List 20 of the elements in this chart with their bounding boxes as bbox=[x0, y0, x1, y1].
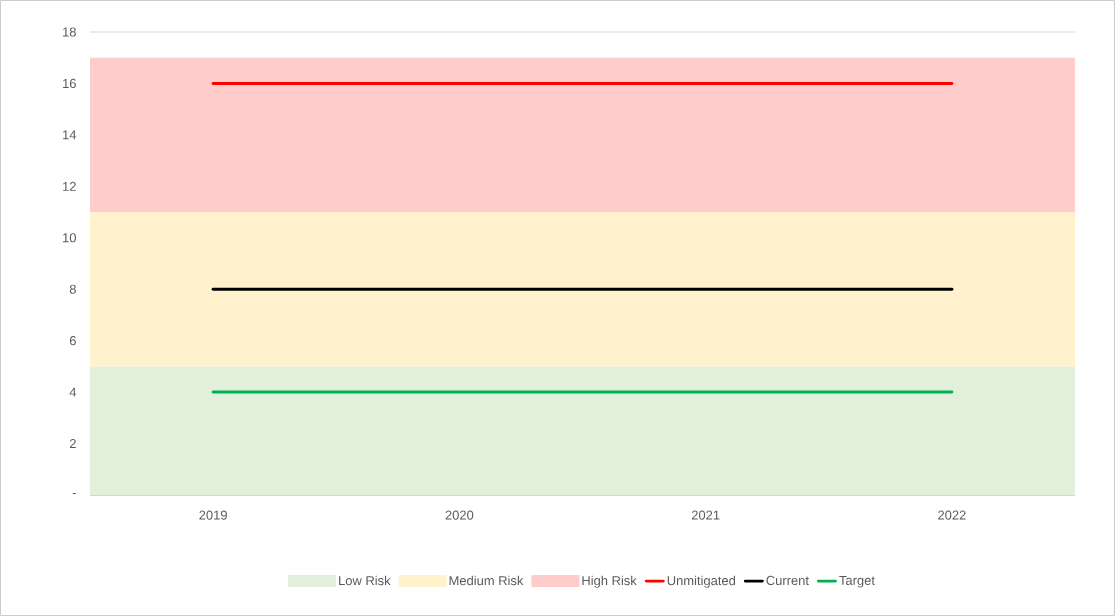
y-tick-label: 8 bbox=[69, 284, 76, 294]
y-tick-label: 14 bbox=[63, 130, 77, 140]
legend-label: Unmitigated bbox=[667, 575, 736, 588]
x-tick-label: 2019 bbox=[199, 510, 227, 520]
y-tick-label: 6 bbox=[69, 336, 76, 346]
y-tick-label: 2 bbox=[69, 439, 76, 449]
y-tick-label: 18 bbox=[63, 27, 76, 37]
y-tick-label: - bbox=[72, 493, 76, 495]
y-tick-label: 10 bbox=[63, 233, 76, 243]
legend-label: Current bbox=[766, 575, 809, 586]
x-tick-label: 2020 bbox=[445, 510, 474, 520]
x-tick-label: 2021 bbox=[691, 510, 720, 520]
x-tick-label: 2022 bbox=[938, 510, 966, 520]
legend-label: Medium Risk bbox=[449, 575, 524, 586]
legend-label: Target bbox=[839, 575, 875, 588]
legend-label: Low Risk bbox=[339, 575, 391, 586]
y-tick-label: 4 bbox=[69, 387, 77, 397]
y-tick-label: 16 bbox=[63, 78, 76, 89]
y-tick-label: 12 bbox=[63, 181, 76, 191]
legend-label: High Risk bbox=[582, 575, 637, 588]
